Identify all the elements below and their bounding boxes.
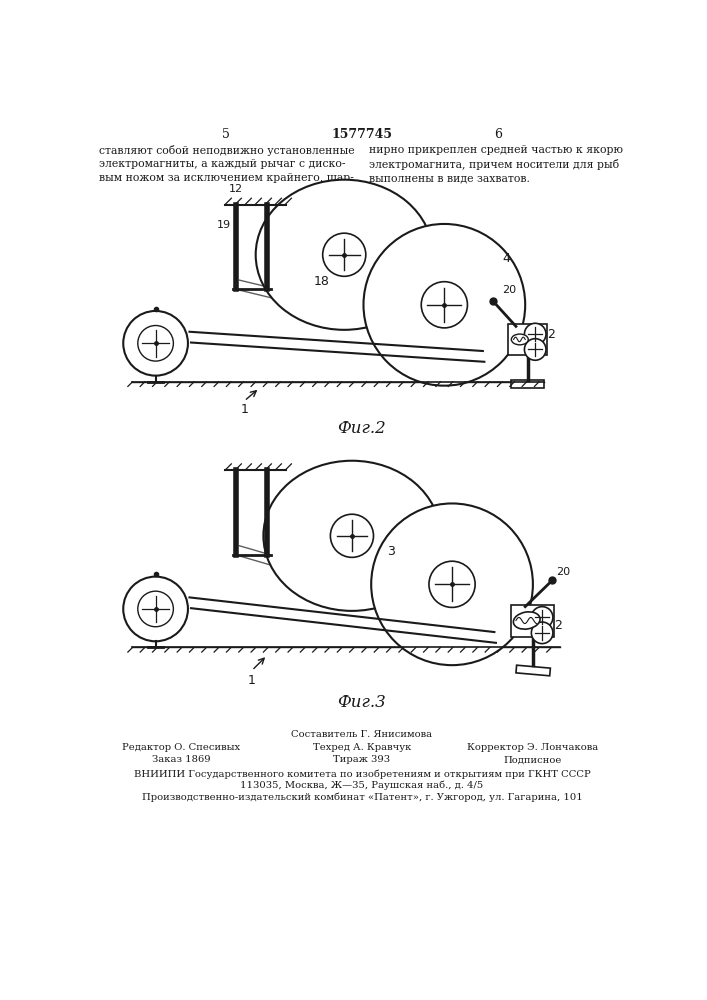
- Text: 6: 6: [494, 128, 502, 141]
- Text: Корректор Э. Лончакова: Корректор Э. Лончакова: [467, 743, 599, 752]
- Text: Составитель Г. Янисимова: Составитель Г. Янисимова: [291, 730, 433, 739]
- Text: Редактор О. Спесивых: Редактор О. Спесивых: [122, 743, 240, 752]
- Circle shape: [525, 323, 546, 345]
- Bar: [511, 605, 554, 637]
- Text: 20: 20: [502, 285, 516, 295]
- Bar: [516, 665, 550, 676]
- Circle shape: [532, 622, 553, 644]
- Circle shape: [363, 224, 525, 386]
- Circle shape: [371, 503, 533, 665]
- Text: 19: 19: [217, 220, 231, 230]
- Ellipse shape: [513, 612, 540, 629]
- Circle shape: [138, 591, 173, 627]
- Text: Тираж 393: Тираж 393: [334, 755, 390, 764]
- Circle shape: [532, 607, 553, 628]
- Text: 18: 18: [313, 275, 329, 288]
- Text: 2: 2: [554, 619, 562, 632]
- Bar: [508, 324, 547, 355]
- Bar: [510, 380, 544, 388]
- Text: 113035, Москва, Ж—35, Раушская наб., д. 4/5: 113035, Москва, Ж—35, Раушская наб., д. …: [240, 781, 484, 790]
- Text: Техред А. Кравчук: Техред А. Кравчук: [312, 743, 411, 752]
- Text: 2: 2: [547, 328, 556, 341]
- Circle shape: [123, 577, 188, 641]
- Text: Заказ 1869: Заказ 1869: [152, 755, 210, 764]
- Circle shape: [123, 311, 188, 376]
- Circle shape: [429, 561, 475, 607]
- Text: 4: 4: [502, 252, 510, 265]
- Text: ВНИИПИ Государственного комитета по изобретениям и открытиям при ГКНТ СССР: ВНИИПИ Государственного комитета по изоб…: [134, 769, 590, 779]
- Circle shape: [421, 282, 467, 328]
- Ellipse shape: [264, 461, 440, 611]
- Text: 3: 3: [387, 545, 395, 558]
- Text: нирно прикреплен средней частью к якорю
электромагнита, причем носители для рыб
: нирно прикреплен средней частью к якорю …: [369, 145, 623, 183]
- Ellipse shape: [256, 180, 433, 330]
- Text: ставляют собой неподвижно установленные
электромагниты, а каждый рычаг с диско-
: ставляют собой неподвижно установленные …: [100, 145, 355, 183]
- Text: 1577745: 1577745: [332, 128, 392, 141]
- Text: Фиг.3: Фиг.3: [337, 694, 386, 711]
- Text: 1: 1: [248, 674, 256, 687]
- Circle shape: [525, 339, 546, 360]
- Circle shape: [330, 514, 373, 557]
- Text: 5: 5: [223, 128, 230, 141]
- Text: Подписное: Подписное: [503, 755, 562, 764]
- Circle shape: [138, 326, 173, 361]
- Text: 20: 20: [556, 567, 570, 577]
- Text: Производственно-издательский комбинат «Патент», г. Ужгород, ул. Гагарина, 101: Производственно-издательский комбинат «П…: [141, 792, 583, 802]
- Ellipse shape: [511, 334, 528, 345]
- Text: 1: 1: [240, 403, 248, 416]
- Circle shape: [322, 233, 366, 276]
- Text: 12: 12: [229, 184, 243, 194]
- Text: Фиг.2: Фиг.2: [337, 420, 386, 437]
